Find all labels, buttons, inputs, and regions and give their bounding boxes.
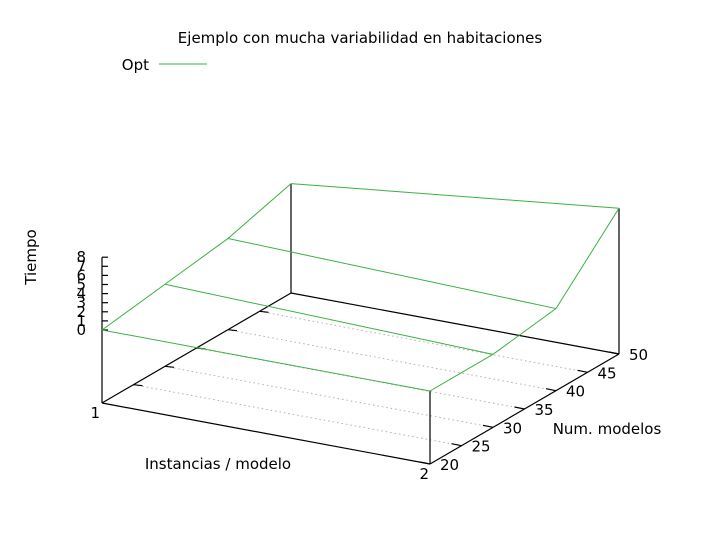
- y-tick-45: [577, 369, 588, 373]
- y-tick-label-25: 25: [472, 438, 491, 456]
- y-tick-50: [608, 351, 620, 355]
- chart-title: Ejemplo con mucha variabilidad en habita…: [178, 29, 543, 47]
- z-tick-label-1: 1: [76, 312, 86, 330]
- surface-line-y-20: [101, 329, 431, 392]
- y-tick-label-20: 20: [440, 456, 459, 474]
- z-tick-label-0: 0: [76, 321, 86, 339]
- surface-line-y-50: [290, 183, 620, 209]
- z-axis-label: Tiempo: [22, 229, 40, 285]
- y-tick-40: [545, 388, 557, 392]
- grid-line-y-45: [259, 310, 588, 373]
- y-tick-mirror-45: [259, 310, 269, 313]
- z-tick-label-7: 7: [76, 257, 86, 275]
- grid-line-y-30: [164, 365, 494, 428]
- z-tick-label-8: 8: [76, 248, 86, 266]
- surface-line-y-40: [227, 237, 557, 310]
- y-tick-label-30: 30: [503, 419, 522, 437]
- series-surface: [101, 183, 620, 392]
- y-tick-label-50: 50: [629, 346, 648, 364]
- x-tick-label-2: 2: [419, 465, 429, 483]
- y-tick-mirror-25: [133, 384, 143, 387]
- y-tick-30: [482, 424, 494, 428]
- y-tick-label-35: 35: [535, 401, 554, 419]
- base-far-edge: [290, 292, 620, 355]
- x-axis-line: [101, 402, 431, 465]
- z-tick-label-2: 2: [76, 303, 86, 321]
- legend-label-opt: Opt: [122, 56, 149, 74]
- plot-frame: [101, 183, 620, 465]
- z-tick-label-6: 6: [76, 266, 86, 284]
- y-tick-label-40: 40: [566, 383, 585, 401]
- y-tick-mirror-30: [164, 365, 175, 368]
- x-tick-label-1: 1: [90, 404, 100, 422]
- tick-marks: [102, 256, 620, 465]
- y-tick-mirror-40: [227, 329, 238, 332]
- y-tick-label-45: 45: [598, 364, 617, 382]
- y-axis-label: Num. modelos: [553, 420, 662, 438]
- y-tick-20: [419, 461, 431, 465]
- surface-edge-x1: [101, 183, 292, 331]
- legend: Opt: [122, 56, 207, 74]
- y-tick-25: [451, 443, 462, 447]
- z-tick-label-3: 3: [76, 294, 86, 312]
- z-tick-label-4: 4: [76, 285, 86, 303]
- grid-line-y-40: [227, 329, 557, 392]
- y-tick-35: [514, 406, 525, 410]
- x-axis-label: Instancias / modelo: [145, 455, 291, 473]
- surface-line-y-30: [164, 283, 494, 355]
- z-tick-label-5: 5: [76, 276, 86, 294]
- grid-line-y-25: [133, 384, 462, 447]
- surface-edge-x2: [429, 207, 620, 392]
